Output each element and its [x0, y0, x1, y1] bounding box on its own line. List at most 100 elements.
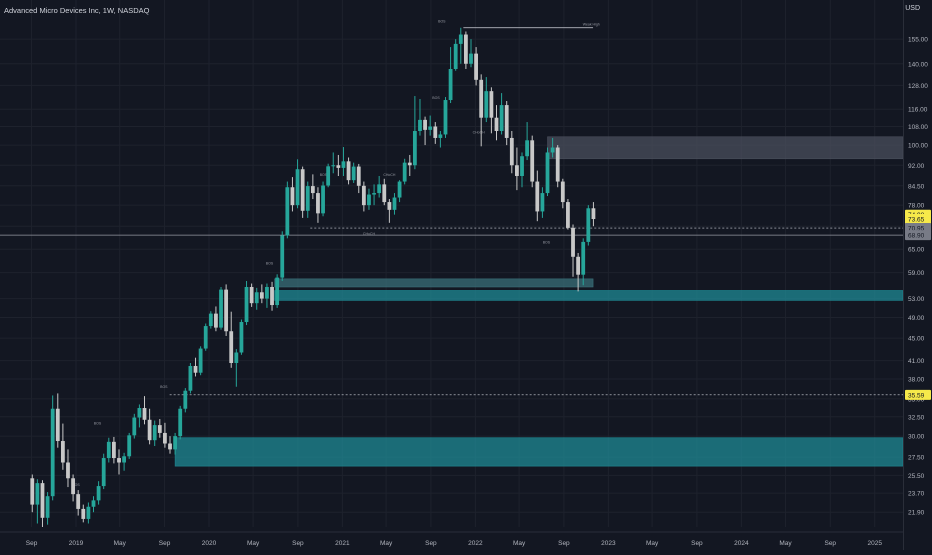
candle-body[interactable] — [96, 486, 101, 501]
candle-body[interactable] — [275, 277, 280, 306]
candle-body[interactable] — [183, 390, 188, 409]
candle-body[interactable] — [229, 331, 234, 363]
candle-body[interactable] — [499, 105, 504, 132]
candle-body[interactable] — [239, 322, 244, 353]
candle-body[interactable] — [117, 458, 121, 463]
candle-body[interactable] — [265, 286, 269, 299]
candle-body[interactable] — [515, 165, 519, 176]
candle-body[interactable] — [219, 289, 223, 328]
candle-body[interactable] — [341, 161, 346, 168]
candle-body[interactable] — [326, 166, 331, 186]
candle-body[interactable] — [433, 126, 438, 138]
candle-body[interactable] — [412, 131, 417, 166]
candle-body[interactable] — [530, 140, 535, 182]
candle-body[interactable] — [346, 161, 351, 181]
candle-body[interactable] — [55, 408, 60, 442]
candle-body[interactable] — [520, 156, 524, 176]
candle-body[interactable] — [479, 79, 484, 118]
candle-body[interactable] — [300, 169, 305, 211]
candle-body[interactable] — [208, 313, 213, 327]
candle-body[interactable] — [566, 202, 570, 228]
candle-body[interactable] — [173, 436, 178, 450]
candle-body[interactable] — [259, 292, 264, 299]
candle-layer[interactable] — [30, 27, 596, 527]
candle-body[interactable] — [101, 458, 106, 487]
candle-body[interactable] — [453, 43, 458, 69]
candle-body[interactable] — [254, 292, 259, 304]
candle-body[interactable] — [586, 208, 591, 242]
candle-body[interactable] — [418, 119, 422, 132]
candle-body[interactable] — [397, 181, 402, 198]
candle-body[interactable] — [35, 483, 40, 505]
candle-body[interactable] — [356, 166, 361, 186]
candle-body[interactable] — [316, 193, 320, 214]
candle-body[interactable] — [555, 147, 560, 182]
candle-body[interactable] — [591, 208, 596, 220]
candle-body[interactable] — [550, 147, 555, 153]
candle-body[interactable] — [489, 91, 494, 118]
candle-body[interactable] — [81, 508, 86, 519]
candle-body[interactable] — [285, 187, 290, 236]
candle-body[interactable] — [91, 500, 96, 507]
candle-body[interactable] — [214, 313, 218, 328]
candle-body[interactable] — [50, 408, 55, 497]
candle-body[interactable] — [244, 286, 249, 323]
candle-body[interactable] — [423, 119, 427, 130]
candle-body[interactable] — [560, 181, 565, 203]
candle-body[interactable] — [71, 478, 75, 495]
candle-body[interactable] — [504, 105, 509, 138]
candle-body[interactable] — [336, 165, 341, 168]
candle-body[interactable] — [106, 441, 111, 459]
candle-body[interactable] — [30, 478, 35, 505]
candle-body[interactable] — [290, 187, 295, 206]
candle-body[interactable] — [111, 441, 116, 459]
candle-body[interactable] — [45, 496, 50, 518]
candle-body[interactable] — [387, 202, 392, 210]
candle-body[interactable] — [152, 425, 157, 441]
candle-body[interactable] — [331, 165, 336, 167]
candle-body[interactable] — [157, 425, 162, 433]
candle-body[interactable] — [407, 162, 412, 166]
candle-body[interactable] — [438, 134, 443, 138]
candle-body[interactable] — [545, 152, 550, 194]
candle-body[interactable] — [458, 34, 463, 44]
candle-body[interactable] — [168, 443, 172, 450]
price-axis-panel[interactable]: 155.00 140.00 128.00 116.00 108.00 100.00 92.0… — [903, 0, 932, 550]
candle-body[interactable] — [474, 53, 478, 80]
candle-body[interactable] — [142, 408, 147, 420]
candle-body[interactable] — [122, 456, 126, 463]
candle-body[interactable] — [198, 348, 203, 373]
candle-body[interactable] — [448, 68, 453, 101]
candle-body[interactable] — [193, 365, 198, 373]
candle-body[interactable] — [295, 169, 300, 206]
candle-body[interactable] — [540, 193, 545, 212]
candle-body[interactable] — [367, 194, 371, 206]
candle-body[interactable] — [581, 241, 586, 275]
candle-body[interactable] — [509, 137, 514, 166]
candle-body[interactable] — [40, 483, 45, 518]
candle-body[interactable] — [321, 185, 325, 214]
candle-body[interactable] — [392, 197, 397, 210]
candle-body[interactable] — [163, 432, 167, 444]
candle-body[interactable] — [76, 494, 81, 509]
candle-body[interactable] — [280, 235, 285, 278]
candle-body[interactable] — [535, 181, 540, 212]
candle-body[interactable] — [571, 227, 575, 257]
candle-body[interactable] — [372, 193, 376, 195]
candle-body[interactable] — [60, 441, 65, 463]
candle-body[interactable] — [137, 408, 142, 418]
candle-body[interactable] — [377, 184, 382, 194]
candle-body[interactable] — [224, 289, 229, 332]
candle-body[interactable] — [484, 91, 489, 118]
candle-body[interactable] — [494, 117, 499, 132]
candle-body[interactable] — [86, 506, 91, 519]
candle-body[interactable] — [428, 126, 433, 130]
candle-body[interactable] — [525, 140, 530, 157]
candle-body[interactable] — [402, 162, 407, 182]
candle-body[interactable] — [203, 326, 208, 349]
candle-body[interactable] — [66, 462, 70, 479]
candle-body[interactable] — [178, 408, 183, 437]
candle-body[interactable] — [463, 34, 468, 64]
